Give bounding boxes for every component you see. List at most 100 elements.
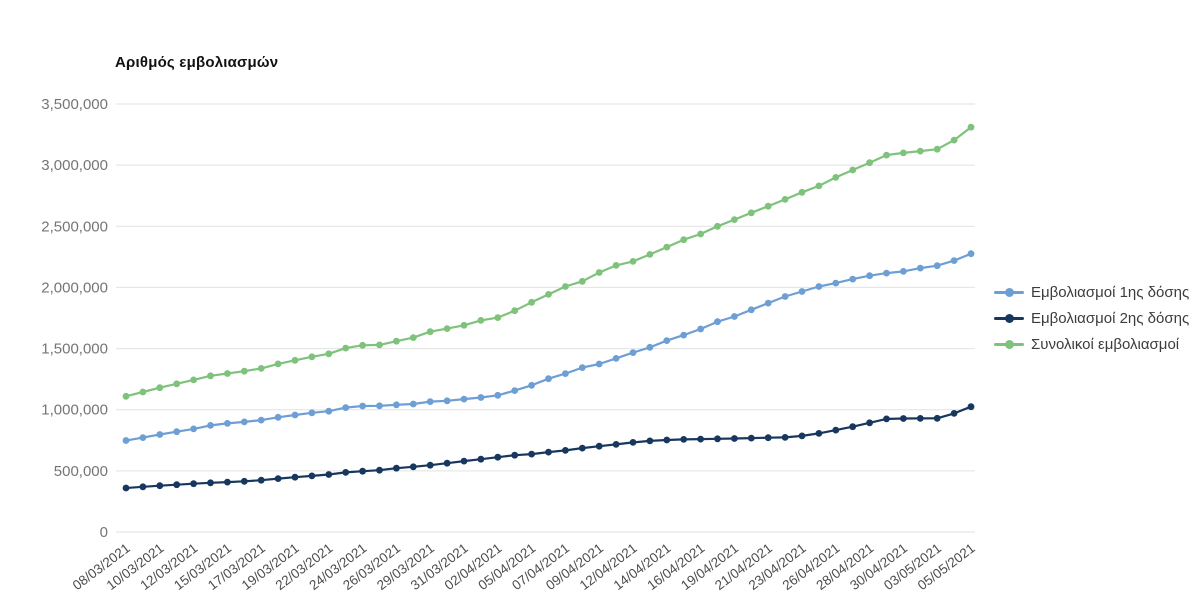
data-point: [595, 269, 603, 276]
data-point: [900, 149, 907, 157]
data-point: [139, 434, 147, 441]
data-point: [781, 434, 789, 441]
series-line-0: [125, 252, 972, 442]
data-point: [308, 409, 316, 417]
data-point: [122, 437, 130, 444]
data-point: [308, 472, 316, 480]
series-line-2: [125, 126, 972, 398]
chart-title: Αριθμός εμβολιασμών: [115, 54, 279, 71]
data-point: [359, 341, 366, 349]
data-point: [900, 268, 907, 275]
data-point: [595, 442, 603, 450]
data-point: [545, 448, 552, 456]
data-point: [916, 264, 924, 272]
data-point: [663, 436, 671, 444]
data-point: [240, 477, 248, 485]
legend-item-series-1: Εμβολιασμοί 2ης δόσης: [994, 309, 1189, 327]
data-point: [494, 453, 502, 461]
series-line-1: [125, 405, 972, 490]
data-point: [426, 461, 434, 469]
data-point: [866, 419, 873, 427]
data-point: [731, 313, 738, 320]
data-point: [680, 236, 688, 244]
data-point: [697, 325, 704, 333]
data-point: [393, 337, 400, 345]
legend-label: Εμβολιασμοί 2ης δόσης: [1031, 309, 1190, 327]
data-point: [646, 251, 654, 258]
data-point: [747, 209, 755, 217]
data-point: [866, 159, 873, 167]
data-point: [697, 230, 704, 238]
data-point: [747, 434, 755, 442]
data-point: [443, 397, 451, 405]
data-point: [139, 483, 147, 491]
data-point: [308, 353, 316, 361]
data-point: [562, 370, 569, 377]
y-axis-tick-label: 1,500,000: [41, 341, 108, 358]
data-point: [714, 318, 721, 326]
data-point: [224, 370, 231, 377]
legend-item-series-0: Εμβολιασμοί 1ης δόσης: [994, 283, 1189, 301]
data-point: [528, 450, 535, 458]
data-point: [933, 414, 941, 422]
data-point: [156, 384, 164, 392]
data-point: [663, 243, 671, 251]
data-point: [933, 262, 941, 270]
data-point: [409, 334, 417, 341]
data-point: [832, 174, 840, 181]
data-point: [629, 349, 637, 356]
data-point: [781, 196, 789, 203]
data-point: [173, 481, 181, 489]
legend-label: Εμβολιασμοί 1ης δόσης: [1031, 283, 1190, 301]
data-point: [342, 404, 350, 411]
data-point: [477, 317, 485, 324]
data-point: [883, 415, 890, 423]
data-point: [393, 401, 400, 409]
data-point: [815, 430, 823, 437]
data-point: [409, 400, 417, 408]
data-point: [528, 298, 535, 306]
data-point: [680, 436, 688, 443]
data-point: [494, 391, 502, 399]
data-point: [156, 431, 164, 438]
data-point: [207, 479, 214, 487]
legend-label: Συνολικοί εμβολιασμοί: [1031, 335, 1180, 353]
data-point: [257, 476, 265, 484]
data-point: [274, 413, 282, 421]
data-point: [494, 314, 502, 321]
data-point: [933, 145, 941, 153]
data-point: [883, 151, 890, 159]
data-point: [511, 387, 519, 394]
data-point: [950, 410, 958, 417]
data-point: [325, 471, 333, 478]
y-axis-tick-label: 0: [100, 524, 108, 541]
data-point: [849, 423, 857, 431]
data-point: [190, 480, 198, 488]
data-point: [849, 275, 857, 283]
data-point: [342, 344, 350, 352]
data-point: [545, 291, 552, 298]
data-point: [207, 372, 214, 380]
data-point: [866, 272, 873, 280]
data-point: [612, 262, 620, 269]
y-axis-tick-label: 2,500,000: [41, 218, 108, 235]
data-point: [815, 283, 823, 290]
data-point: [612, 355, 620, 362]
data-point: [747, 306, 755, 314]
legend-dot-icon: [1005, 339, 1014, 349]
data-point: [511, 451, 519, 459]
data-point: [714, 222, 721, 230]
data-point: [291, 411, 299, 419]
data-point: [950, 257, 958, 264]
data-point: [798, 432, 806, 440]
data-point: [460, 321, 468, 329]
data-point: [139, 388, 147, 396]
data-point: [240, 367, 248, 375]
data-point: [731, 216, 738, 224]
data-point: [376, 402, 383, 410]
y-axis-tick-label: 2,000,000: [41, 279, 108, 296]
legend-line-marker-icon: [994, 287, 1024, 297]
data-point: [798, 288, 806, 295]
data-point: [900, 415, 907, 422]
